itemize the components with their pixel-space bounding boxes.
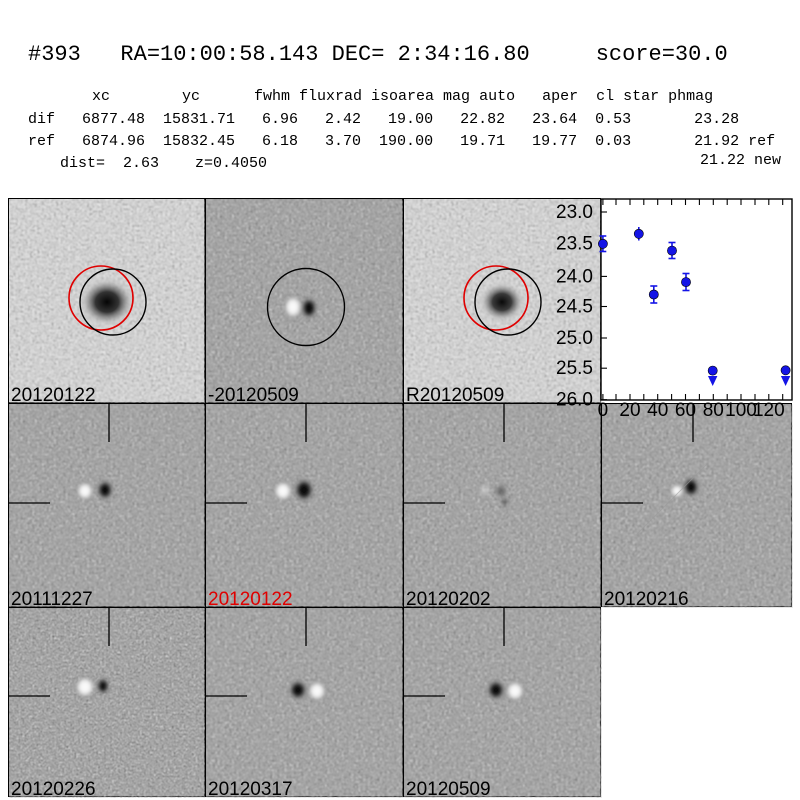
svg-text:20111227: 20111227 [11,589,93,608]
svg-text:24.5: 24.5 [556,297,593,318]
svg-text:R20120509: R20120509 [406,385,504,404]
svg-text:20120216: 20120216 [604,589,689,608]
svg-text:25.5: 25.5 [556,358,593,379]
svg-text:23.5: 23.5 [556,234,593,255]
svg-text:23.0: 23.0 [556,202,593,223]
svg-text:25.0: 25.0 [556,328,593,349]
svg-text:20120509: 20120509 [406,779,491,798]
svg-text:20120202: 20120202 [406,589,491,608]
svg-text:60: 60 [675,400,696,421]
svg-text:24.0: 24.0 [556,266,593,287]
svg-text:120: 120 [753,400,785,421]
svg-text:40: 40 [647,400,668,421]
svg-text:-20120509: -20120509 [208,385,299,404]
svg-text:20: 20 [619,400,640,421]
svg-text:20120122: 20120122 [11,385,96,404]
svg-text:20120226: 20120226 [11,779,96,798]
svg-text:0: 0 [598,400,609,421]
svg-text:26.0: 26.0 [556,390,593,411]
svg-text:20120122: 20120122 [208,589,293,608]
svg-text:20120317: 20120317 [208,779,293,798]
svg-text:80: 80 [703,400,724,421]
